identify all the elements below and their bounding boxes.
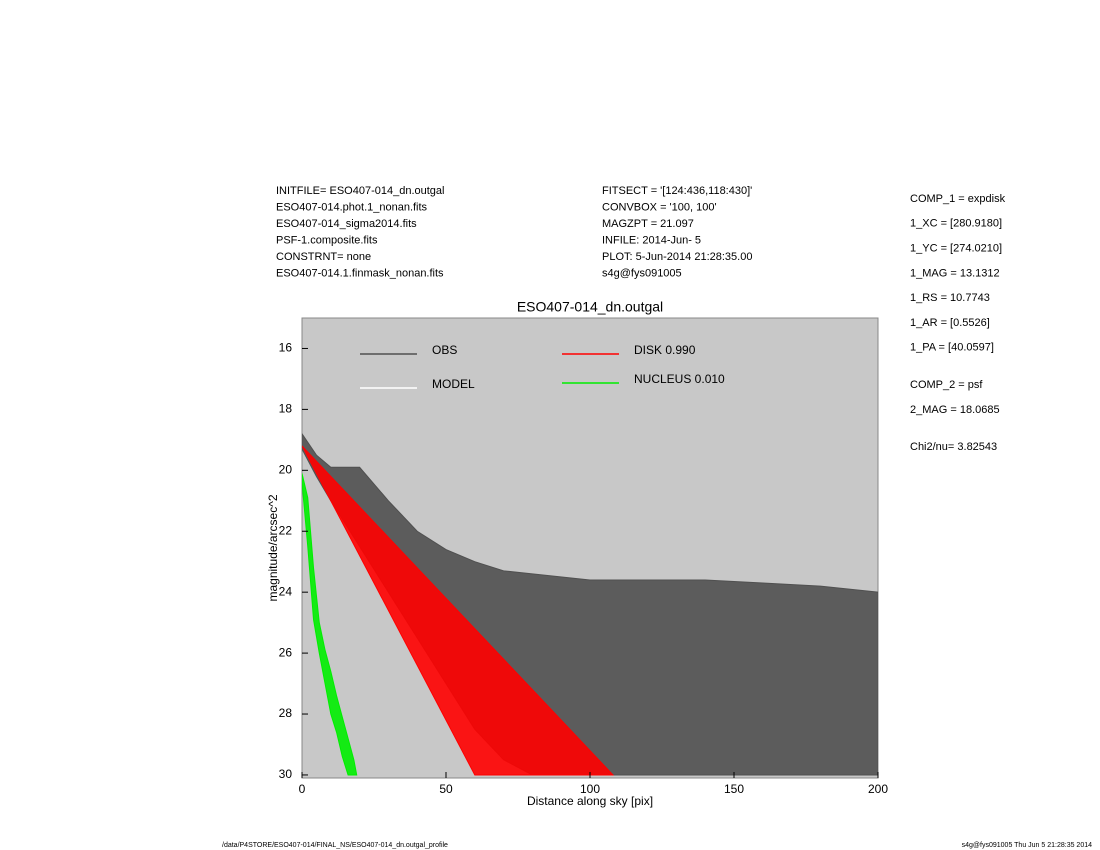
y-tick-label: 18	[279, 402, 293, 416]
header-line: ESO407-014_sigma2014.fits	[276, 218, 417, 230]
y-tick-label: 24	[279, 584, 293, 598]
chart-title: ESO407-014_dn.outgal	[517, 299, 663, 315]
y-tick-label: 30	[279, 767, 293, 781]
header-line: INITFILE= ESO407-014_dn.outgal	[276, 185, 444, 197]
legend-label: OBS	[432, 343, 457, 357]
param-line: COMP_1 = expdisk	[910, 193, 1006, 205]
legend-label: DISK 0.990	[634, 343, 696, 357]
footer-right: s4g@fys091005 Thu Jun 5 21:28:35 2014	[962, 842, 1092, 849]
data-band	[302, 473, 358, 776]
header-line: CONVBOX = '100, 100'	[602, 201, 717, 213]
y-tick-label: 26	[279, 645, 293, 659]
param-line: COMP_2 = psf	[910, 379, 983, 391]
y-tick-label: 28	[279, 706, 293, 720]
x-tick-label: 50	[439, 782, 453, 796]
param-line: 1_RS = 10.7743	[910, 292, 990, 304]
chi2: Chi2/nu= 3.82543	[910, 441, 997, 453]
footer-left: /data/P4STORE/ESO407-014/FINAL_NS/ESO407…	[222, 842, 448, 849]
plot-marks	[302, 432, 878, 776]
legend-label: NUCLEUS 0.010	[634, 372, 725, 386]
param-line: 1_XC = [280.9180]	[910, 218, 1002, 230]
header-line: MAGZPT = 21.097	[602, 218, 694, 230]
param-line: 2_MAG = 18.0685	[910, 404, 1000, 416]
y-tick-label: 16	[279, 341, 293, 355]
x-tick-label: 0	[299, 782, 306, 796]
param-line: 1_MAG = 13.1312	[910, 267, 1000, 279]
y-axis-label: magnitude/arcsec^2	[266, 494, 280, 601]
param-line: 1_AR = [0.5526]	[910, 317, 990, 329]
header-line: s4g@fys091005	[602, 267, 682, 279]
header-line: ESO407-014.1.finmask_nonan.fits	[276, 267, 444, 279]
param-line: 1_YC = [274.0210]	[910, 243, 1002, 255]
y-tick-label: 20	[279, 462, 293, 476]
header-line: CONSTRNT= none	[276, 251, 371, 263]
y-tick-label: 22	[279, 523, 293, 537]
x-tick-label: 100	[580, 782, 600, 796]
legend-label: MODEL	[432, 377, 475, 391]
header-line: PSF-1.composite.fits	[276, 234, 378, 246]
x-axis-label: Distance along sky [pix]	[527, 794, 653, 808]
header-line: FITSECT = '[124:436,118:430]'	[602, 185, 752, 197]
header-line: INFILE: 2014-Jun- 5	[602, 234, 701, 246]
header-line: ESO407-014.phot.1_nonan.fits	[276, 201, 428, 213]
x-tick-label: 200	[868, 782, 888, 796]
x-tick-label: 150	[724, 782, 744, 796]
header-line: PLOT: 5-Jun-2014 21:28:35.00	[602, 251, 752, 263]
data-band	[302, 445, 615, 776]
param-line: 1_PA = [40.0597]	[910, 342, 994, 354]
